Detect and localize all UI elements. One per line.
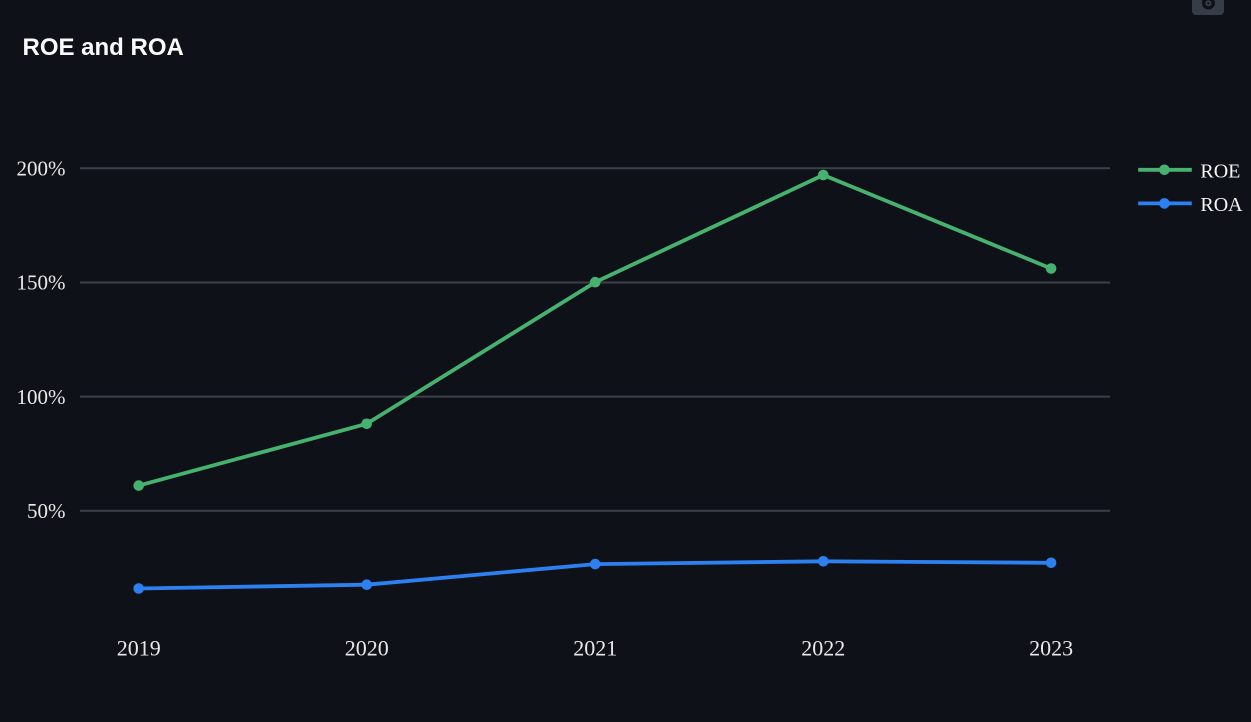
svg-text:ROA: ROA <box>1200 194 1243 216</box>
svg-text:ROE and ROA: ROE and ROA <box>23 34 184 61</box>
svg-text:2019: 2019 <box>117 636 161 661</box>
svg-text:2021: 2021 <box>573 636 617 661</box>
svg-text:2023: 2023 <box>1029 636 1073 661</box>
svg-text:50%: 50% <box>27 499 66 523</box>
svg-text:2020: 2020 <box>345 636 389 661</box>
svg-text:2022: 2022 <box>801 636 845 661</box>
svg-text:200%: 200% <box>17 157 66 181</box>
svg-text:150%: 150% <box>17 271 66 295</box>
svg-text:100%: 100% <box>17 385 66 409</box>
svg-text:ROE: ROE <box>1200 161 1240 183</box>
